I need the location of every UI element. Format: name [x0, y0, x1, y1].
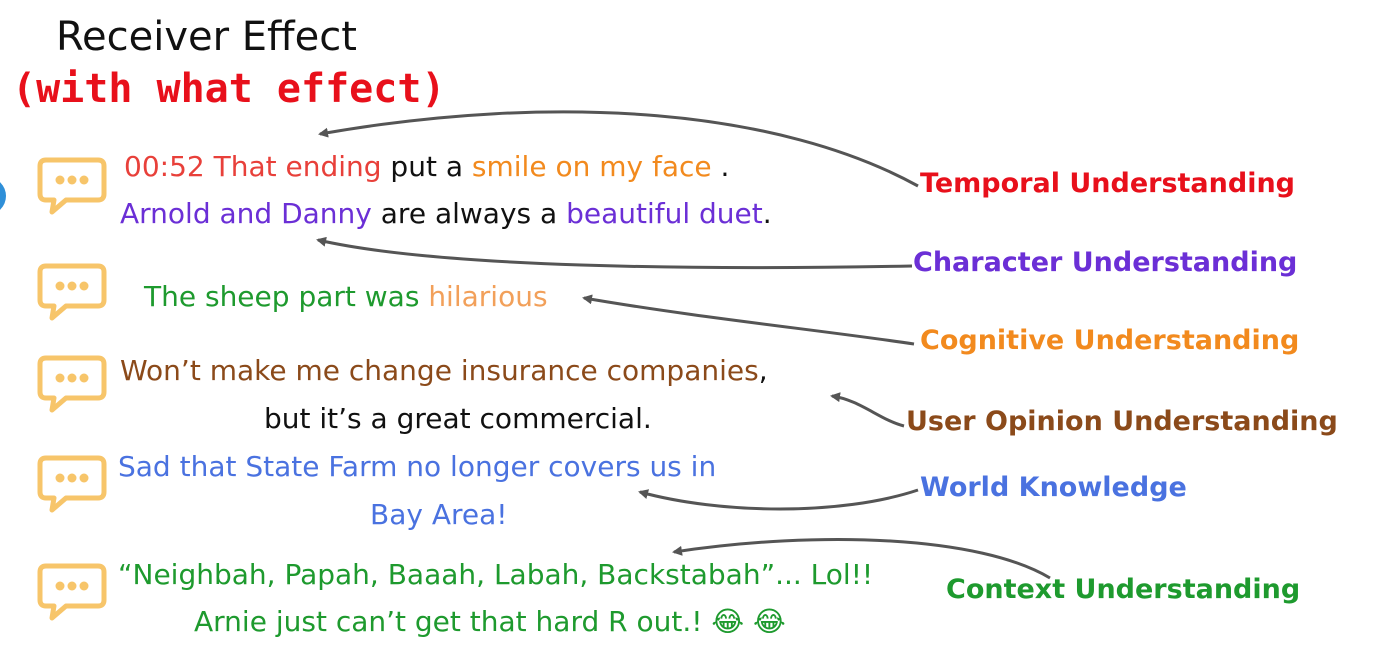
comment-segment: put a	[381, 150, 472, 183]
diagram-subtitle: (with what effect)	[12, 66, 446, 112]
comment-segment: The sheep part was	[144, 280, 429, 313]
comment-segment: beautiful duet	[566, 197, 763, 230]
arrow-cognitive	[582, 294, 915, 346]
edge-decoration	[0, 177, 6, 215]
comment-bubble-icon	[37, 455, 107, 513]
comment-line: Arnie just can’t get that hard R out.! 😂…	[194, 605, 786, 638]
label-world-knowledge: World Knowledge	[920, 472, 1187, 503]
comment-bubble-icon	[37, 355, 107, 413]
comment-line: Bay Area!	[370, 498, 508, 531]
label-context-understanding: Context Understanding	[946, 574, 1301, 605]
label-character-understanding: Character Understanding	[913, 247, 1298, 278]
comment-segment: are always a	[371, 197, 567, 230]
comment-line: “Neighbah, Papah, Baaah, Labah, Backstab…	[118, 558, 873, 591]
comment-segment: Arnold and Danny	[120, 197, 372, 230]
label-temporal-understanding: Temporal Understanding	[920, 168, 1295, 199]
comment-line: Arnold and Danny are always a beautiful …	[120, 197, 772, 230]
comment-segment: Won’t make me change insurance companies	[120, 354, 759, 387]
comment-bubble-icon	[37, 157, 107, 215]
comment-bubble-icon	[37, 263, 107, 321]
comment-segment: “Neighbah, Papah, Baaah, Labah, Backstab…	[118, 558, 874, 591]
comment-segment: 00:52 That ending	[124, 150, 382, 183]
arrow-context	[672, 538, 1051, 580]
comment-segment: ,	[758, 354, 768, 387]
comment-line: The sheep part was hilarious	[144, 280, 548, 313]
comment-segment: but it’s a great commercial.	[264, 402, 652, 435]
comment-line: Sad that State Farm no longer covers us …	[118, 450, 716, 483]
arrow-character	[316, 236, 913, 270]
comment-segment: Bay Area!	[370, 498, 508, 531]
comment-bubble-icon	[37, 563, 107, 621]
arrow-user-opinion	[830, 392, 905, 428]
comment-line: but it’s a great commercial.	[264, 402, 652, 435]
comment-segment: smile on my face	[471, 150, 712, 183]
comment-segment: hilarious	[428, 280, 548, 313]
label-cognitive-understanding: Cognitive Understanding	[920, 325, 1300, 356]
comment-segment: .	[711, 150, 730, 183]
diagram-title: Receiver Effect	[56, 14, 357, 60]
arrow-temporal	[318, 110, 919, 188]
comment-segment: Sad that State Farm no longer covers us …	[118, 450, 717, 483]
label-user-opinion-understanding: User Opinion Understanding	[906, 406, 1338, 437]
comment-line: 00:52 That ending put a smile on my face…	[124, 150, 729, 183]
comment-line: Won’t make me change insurance companies…	[120, 354, 768, 387]
arrow-world-knowledge	[638, 488, 919, 511]
comment-segment: .	[762, 197, 772, 230]
comment-segment: Arnie just can’t get that hard R out.! 😂…	[194, 605, 786, 638]
